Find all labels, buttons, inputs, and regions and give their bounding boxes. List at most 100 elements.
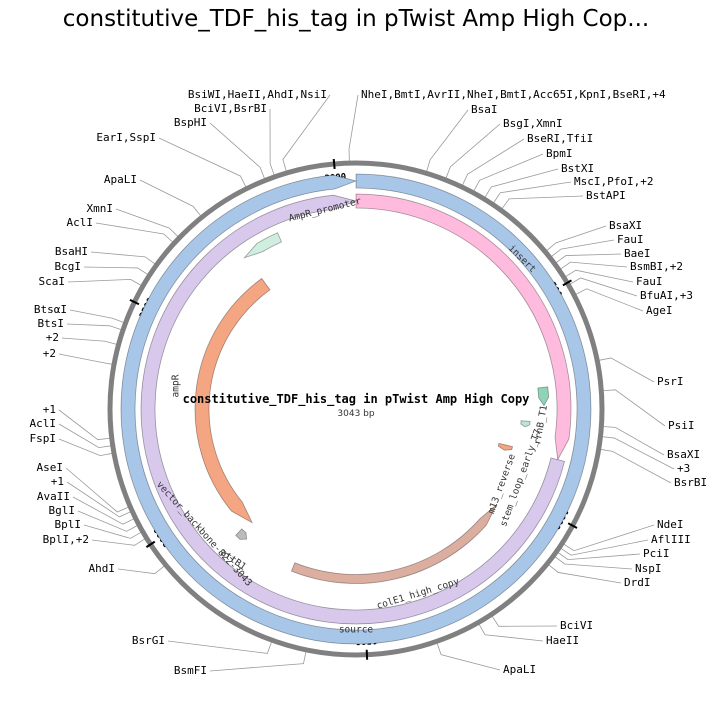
site-label[interactable]: AclI bbox=[30, 417, 57, 430]
site-leader bbox=[549, 239, 615, 259]
site-leader bbox=[553, 555, 633, 570]
restriction-site-labels: NheI,BmtI,AvrII,NheI,BmtI,Acc65I,KpnI,Bs… bbox=[30, 88, 708, 677]
site-label[interactable]: FauI bbox=[617, 233, 644, 246]
site-label[interactable]: BplI,+2 bbox=[43, 533, 89, 546]
site-label[interactable]: AvaII bbox=[37, 490, 70, 503]
site-label[interactable]: BcgI bbox=[55, 260, 82, 273]
site-label[interactable]: BsrGI bbox=[132, 634, 165, 647]
site-leader bbox=[436, 641, 501, 671]
feature-attB1[interactable] bbox=[235, 528, 248, 540]
site-leader bbox=[83, 524, 143, 539]
site-leader bbox=[117, 564, 166, 575]
site-leader bbox=[167, 640, 273, 654]
site-label[interactable]: AflIII bbox=[651, 533, 691, 546]
site-label[interactable]: EarI,SspI bbox=[96, 131, 156, 144]
site-label[interactable]: BplI bbox=[55, 518, 82, 531]
site-label[interactable]: PsrI bbox=[657, 375, 684, 388]
site-label[interactable]: +3 bbox=[677, 462, 690, 475]
backbone-circle bbox=[107, 160, 605, 658]
site-label[interactable]: BsaHI bbox=[55, 245, 88, 258]
feature-rrnB-T1[interactable] bbox=[537, 386, 550, 407]
site-label[interactable]: +2 bbox=[43, 347, 56, 360]
feature-label-source: source bbox=[339, 625, 374, 636]
site-leader bbox=[61, 337, 119, 346]
feature-ampR-promoter[interactable] bbox=[243, 232, 283, 259]
feature-vector-backbone[interactable] bbox=[140, 194, 566, 625]
feature-ampR[interactable] bbox=[194, 277, 271, 524]
feature-source[interactable] bbox=[120, 173, 592, 645]
site-label[interactable]: BsaXI bbox=[609, 219, 642, 232]
site-label[interactable]: BseRI,TfiI bbox=[527, 132, 593, 145]
site-leader bbox=[425, 109, 469, 174]
site-leader bbox=[568, 277, 638, 297]
site-label[interactable]: PciI bbox=[643, 547, 670, 560]
site-label[interactable]: BtsI bbox=[38, 317, 65, 330]
site-label[interactable]: BglI bbox=[49, 504, 76, 517]
site-leader bbox=[601, 425, 665, 456]
site-label[interactable]: ApaLI bbox=[503, 663, 536, 676]
site-label[interactable]: AgeI bbox=[646, 304, 673, 317]
site-label[interactable]: AclI bbox=[67, 216, 94, 229]
site-label[interactable]: BsaXI bbox=[667, 448, 700, 461]
site-leader bbox=[282, 94, 331, 174]
site-leader bbox=[58, 409, 112, 441]
site-label[interactable]: BaeI bbox=[624, 247, 651, 260]
site-label[interactable]: ScaI bbox=[39, 275, 66, 288]
site-label[interactable]: HaeII bbox=[546, 634, 579, 647]
site-leader bbox=[490, 614, 558, 627]
site-label[interactable]: AhdI bbox=[89, 562, 116, 575]
site-label[interactable]: BfuAI,+3 bbox=[640, 289, 693, 302]
site-label[interactable]: NheI,BmtI,AvrII,NheI,BmtI,Acc65I,KpnI,Bs… bbox=[361, 88, 666, 101]
site-label[interactable]: NdeI bbox=[657, 518, 684, 531]
site-label[interactable]: BsiWI,HaeII,AhdI,NsiI bbox=[188, 88, 327, 101]
site-leader bbox=[544, 225, 607, 253]
site-leader bbox=[72, 496, 136, 525]
map-title: constitutive_TDF_his_tag in pTwist Amp H… bbox=[63, 6, 649, 32]
site-label[interactable]: AseI bbox=[37, 461, 64, 474]
site-leader bbox=[559, 539, 649, 556]
site-label[interactable]: NspI bbox=[635, 562, 662, 575]
site-label[interactable]: XmnI bbox=[87, 202, 114, 215]
site-label[interactable]: BciVI bbox=[560, 619, 593, 632]
site-label[interactable]: BtsαI bbox=[34, 303, 67, 316]
tick-mark bbox=[129, 299, 140, 306]
site-leader bbox=[58, 438, 115, 457]
site-label[interactable]: PsiI bbox=[668, 419, 695, 432]
tick-mark bbox=[145, 540, 156, 548]
site-leader bbox=[269, 108, 276, 177]
site-leader bbox=[556, 551, 641, 561]
site-label[interactable]: BstAPI bbox=[586, 189, 626, 202]
feature-m13-reverse[interactable] bbox=[497, 442, 514, 451]
site-label[interactable]: BsaI bbox=[471, 103, 498, 116]
site-label[interactable]: BsrBI bbox=[674, 476, 707, 489]
site-label[interactable]: FspI bbox=[30, 432, 57, 445]
site-label[interactable]: +2 bbox=[46, 331, 59, 344]
site-label[interactable]: BsgI,XmnI bbox=[503, 117, 563, 130]
site-leader bbox=[209, 122, 266, 181]
site-label[interactable]: +1 bbox=[51, 475, 64, 488]
plasmid-name: constitutive_TDF_his_tag in pTwist Amp H… bbox=[183, 392, 530, 407]
site-label[interactable]: BsmFI bbox=[174, 664, 207, 677]
site-label[interactable]: BspHI bbox=[174, 116, 207, 129]
site-leader bbox=[91, 537, 147, 546]
site-label[interactable]: FauI bbox=[636, 275, 663, 288]
site-leader bbox=[598, 448, 672, 484]
tick-mark bbox=[567, 522, 578, 529]
site-label[interactable]: BsmBI,+2 bbox=[630, 260, 683, 273]
site-label[interactable]: DrdI bbox=[624, 576, 651, 589]
site-label[interactable]: ApaLI bbox=[104, 173, 137, 186]
feature-stem-loop[interactable] bbox=[520, 420, 531, 428]
site-leader-lines bbox=[58, 94, 675, 672]
site-leader bbox=[562, 524, 655, 552]
site-leader bbox=[573, 288, 644, 312]
site-label[interactable]: BstXI bbox=[561, 162, 594, 175]
feature-cole1[interactable] bbox=[290, 504, 497, 584]
site-leader bbox=[601, 389, 666, 427]
site-label[interactable]: BciVI,BsrBI bbox=[194, 102, 267, 115]
site-label[interactable]: BpmI bbox=[546, 147, 573, 160]
site-label[interactable]: +1 bbox=[43, 403, 56, 416]
site-leader bbox=[558, 261, 628, 271]
site-leader bbox=[348, 94, 359, 164]
plasmid-size: 3043 bp bbox=[337, 409, 374, 419]
site-label[interactable]: MscI,PfoI,+2 bbox=[574, 175, 653, 188]
